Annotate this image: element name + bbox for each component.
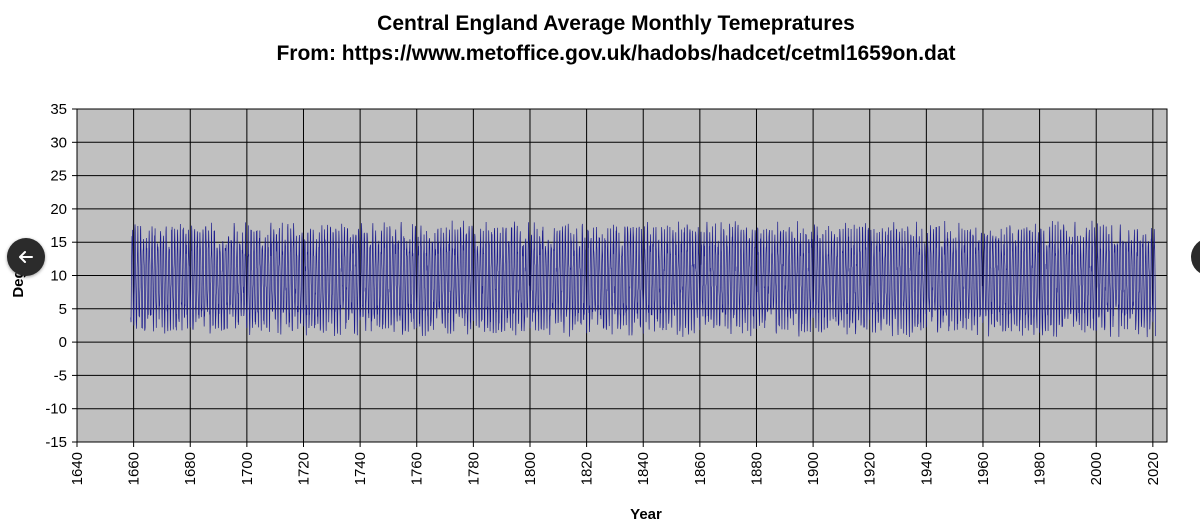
- y-tick-label: -5: [54, 367, 67, 384]
- chart-title: Central England Average Monthly Temeprat…: [377, 12, 855, 35]
- x-tick-label: 1680: [182, 452, 199, 485]
- x-axis-ticks: 1640 1660 1680 1700 1720 1740 1760 1780 1800 1820…: [69, 442, 1162, 485]
- x-tick-label: 1760: [409, 452, 426, 485]
- y-tick-label: 0: [59, 334, 67, 351]
- y-tick-label: 20: [50, 201, 67, 218]
- previous-button[interactable]: [7, 238, 45, 276]
- chart-subtitle: From: https://www.metoffice.gov.uk/hadob…: [276, 42, 955, 65]
- x-tick-label: 1780: [465, 452, 482, 485]
- x-tick-label: 1940: [918, 452, 935, 485]
- x-tick-label: 1640: [69, 452, 86, 485]
- y-axis-ticks: 35 30 25 20 15 10 5 0 -5 -10 -15: [45, 101, 77, 451]
- y-tick-label: 10: [50, 268, 67, 285]
- y-tick-label: 25: [50, 168, 67, 185]
- y-tick-label: 15: [50, 234, 67, 251]
- x-tick-label: 1920: [862, 452, 879, 485]
- arrow-left-icon: [19, 251, 33, 263]
- x-tick-label: 1740: [352, 452, 369, 485]
- x-tick-label: 1720: [295, 452, 312, 485]
- x-tick-label: 1660: [126, 452, 143, 485]
- y-tick-label: -10: [45, 401, 67, 418]
- x-tick-label: 1900: [805, 452, 822, 485]
- x-tick-label: 1820: [579, 452, 596, 485]
- x-tick-label: 1880: [748, 452, 765, 485]
- next-button[interactable]: [1191, 238, 1200, 276]
- y-tick-label: -15: [45, 434, 67, 451]
- x-tick-label: 1980: [1032, 452, 1049, 485]
- x-tick-label: 1960: [975, 452, 992, 485]
- x-tick-label: 1840: [635, 452, 652, 485]
- x-tick-label: 2000: [1088, 452, 1105, 485]
- x-axis-title: Year: [630, 506, 662, 521]
- temperature-series-line: [130, 220, 1157, 338]
- x-tick-label: 2020: [1145, 452, 1162, 485]
- y-tick-label: 5: [59, 301, 67, 318]
- y-tick-label: 35: [50, 101, 67, 118]
- x-tick-label: 1860: [692, 452, 709, 485]
- x-tick-label: 1800: [522, 452, 539, 485]
- y-tick-label: 30: [50, 134, 67, 151]
- x-tick-label: 1700: [239, 452, 256, 485]
